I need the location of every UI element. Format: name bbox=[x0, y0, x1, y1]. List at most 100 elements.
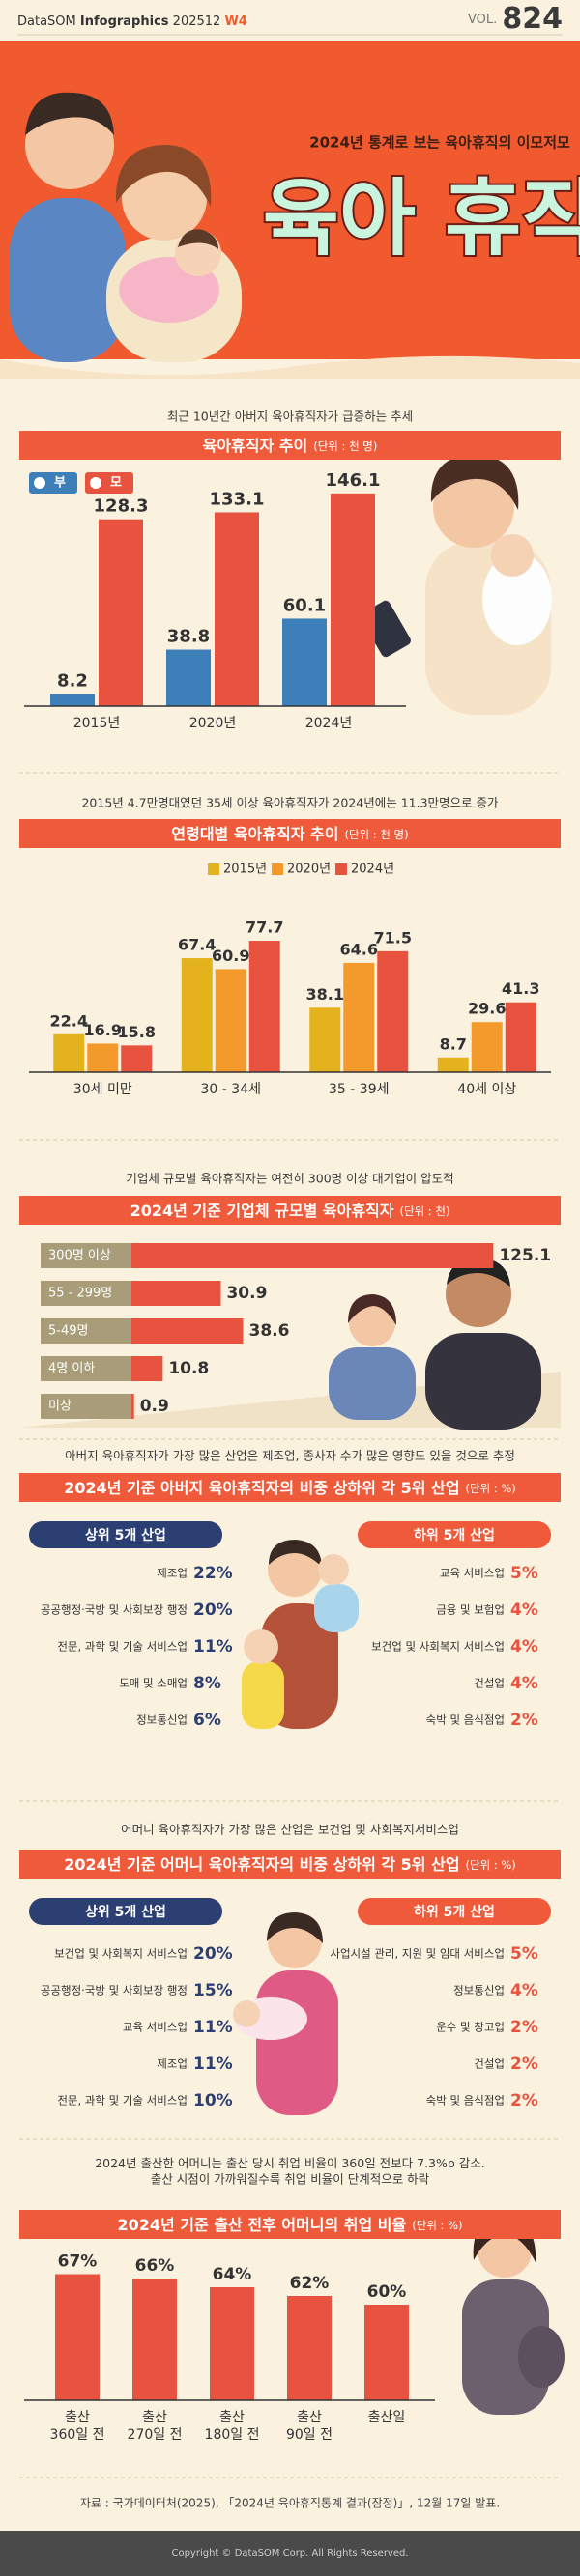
section-subtitle: 어머니 육아휴직자가 가장 많은 산업은 보건업 및 사회복지서비스업 bbox=[121, 1823, 459, 1837]
text-line: 90일 전 bbox=[286, 2427, 333, 2443]
industry-share: 2% bbox=[510, 2054, 538, 2074]
x-tick-label: 출산일 bbox=[368, 2410, 406, 2425]
masthead: DataSOM Infographics 202512 W4 bbox=[17, 14, 247, 29]
industry-name: 보건업 및 사회복지 서비스업 bbox=[54, 1947, 188, 1961]
section-subtitle: 아버지 육아휴직자가 가장 많은 산업은 제조업, 종사자 수가 많은 영향도 … bbox=[65, 1449, 515, 1463]
bar bbox=[131, 1243, 494, 1268]
data-label: 60.9 bbox=[212, 947, 249, 965]
data-label: 64.6 bbox=[340, 940, 378, 958]
list-header-pill bbox=[358, 1898, 551, 1925]
industry-share: 4% bbox=[510, 1674, 538, 1693]
industry-share: 5% bbox=[510, 1564, 538, 1583]
bar bbox=[131, 1394, 134, 1419]
industry-share: 11% bbox=[193, 2054, 233, 2074]
section-title: 2024년 기준 출산 전후 어머니의 취업 비율 (단위 : %) bbox=[117, 2216, 462, 2234]
title-bar bbox=[19, 431, 561, 460]
bar bbox=[377, 950, 409, 1072]
data-label: 38.8 bbox=[167, 627, 210, 647]
text-line: 출산 bbox=[219, 2410, 245, 2425]
data-label: 67% bbox=[58, 2252, 98, 2272]
industry-share: 20% bbox=[193, 1944, 233, 1964]
industry-name: 운수 및 창고업 bbox=[436, 2021, 505, 2034]
list-header-pill bbox=[29, 1898, 222, 1925]
industry-name: 제조업 bbox=[157, 2057, 188, 2071]
text-line: 270일 전 bbox=[128, 2427, 183, 2443]
x-tick-label: 2015년 bbox=[73, 716, 121, 731]
bar bbox=[287, 2296, 332, 2400]
category-box bbox=[41, 1356, 131, 1381]
unit-text: (단위 : 천 명) bbox=[344, 828, 408, 841]
legend-swatch bbox=[272, 863, 283, 875]
x-tick-label: 40세 이상 bbox=[457, 1082, 516, 1097]
title-text: 2024년 기준 기업체 규모별 육아휴직자 bbox=[130, 1202, 394, 1220]
brand: DataSOM bbox=[17, 14, 76, 29]
industry-name: 숙박 및 음식점업 bbox=[426, 1713, 505, 1727]
data-label: 8.2 bbox=[57, 671, 88, 692]
x-tick-label: 출산 90일 전 bbox=[286, 2410, 333, 2443]
bar bbox=[505, 1002, 536, 1072]
data-label: 62% bbox=[290, 2274, 330, 2293]
industry-name: 숙박 및 음식점업 bbox=[426, 2094, 505, 2108]
x-tick-label: 35 - 39세 bbox=[329, 1082, 389, 1097]
family-illustration bbox=[10, 92, 242, 362]
x-tick-label: 출산 270일 전 bbox=[128, 2410, 183, 2443]
data-label: 15.8 bbox=[118, 1023, 156, 1041]
legend-label: 부 bbox=[54, 476, 66, 491]
title-text: 연령대별 육아휴직자 추이 bbox=[171, 825, 338, 843]
text-line: 출산 시점이 가까워질수록 취업 비율이 단계적으로 하락 bbox=[151, 2171, 430, 2186]
data-label: 77.7 bbox=[246, 919, 283, 937]
bar bbox=[215, 969, 246, 1072]
legend-icon bbox=[90, 477, 102, 489]
data-label: 41.3 bbox=[502, 979, 539, 998]
legend-icon bbox=[34, 477, 45, 489]
data-label: 10.8 bbox=[168, 1359, 209, 1378]
data-label: 60% bbox=[367, 2282, 407, 2302]
data-label: 0.9 bbox=[140, 1397, 169, 1416]
data-label: 125.1 bbox=[499, 1246, 551, 1265]
section-subtitle: 기업체 규모별 육아휴직자는 여전히 300명 이상 대기업이 압도적 bbox=[126, 1172, 453, 1186]
legend-label: 2020년 bbox=[287, 863, 331, 877]
text-line: 출산 bbox=[142, 2410, 167, 2425]
industry-share: 4% bbox=[510, 1600, 538, 1620]
text-line: 출산 bbox=[297, 2410, 322, 2425]
industry-share: 20% bbox=[193, 1600, 233, 1620]
section-title: 연령대별 육아휴직자 추이 (단위 : 천 명) bbox=[171, 825, 408, 843]
section-subtitle: 최근 10년간 아버지 육아휴직자가 급증하는 추세 bbox=[167, 410, 413, 424]
category-box bbox=[41, 1281, 131, 1306]
industry-share: 4% bbox=[510, 1981, 538, 2000]
vol-number: 824 bbox=[502, 2, 563, 36]
industry-share: 11% bbox=[193, 2018, 233, 2037]
data-label: 66% bbox=[135, 2256, 175, 2276]
bar bbox=[309, 1007, 341, 1072]
bar bbox=[50, 694, 95, 706]
data-label: 128.3 bbox=[94, 496, 149, 517]
text-line: 360일 전 bbox=[50, 2427, 105, 2443]
legend-label: 2015년 bbox=[223, 863, 267, 877]
issue: 202512 bbox=[173, 14, 221, 29]
bar bbox=[471, 1022, 503, 1072]
industry-name: 건설업 bbox=[474, 1677, 505, 1690]
industry-name: 사업시설 관리, 지원 및 임대 서비스업 bbox=[330, 1947, 505, 1961]
data-label: 133.1 bbox=[210, 489, 265, 509]
bar bbox=[132, 2279, 177, 2400]
data-label: 60.1 bbox=[283, 595, 326, 615]
title-text: 2024년 기준 아버지 육아휴직자의 비중 상하위 각 5위 산업 bbox=[64, 1479, 459, 1497]
industry-share: 8% bbox=[193, 1674, 221, 1693]
industry-share: 6% bbox=[193, 1711, 221, 1730]
section-subtitle: 2024년 출산한 어머니는 출산 당시 취업 비율이 360일 전보다 7.3… bbox=[95, 2156, 485, 2186]
industry-share: 2% bbox=[510, 1711, 538, 1730]
unit-text: (단위 : 천) bbox=[400, 1204, 450, 1218]
industry-name: 정보통신업 bbox=[453, 1984, 505, 1997]
bar bbox=[166, 649, 211, 706]
bar bbox=[215, 512, 259, 706]
section-title: 2024년 기준 아버지 육아휴직자의 비중 상하위 각 5위 산업 (단위 : … bbox=[64, 1479, 516, 1497]
title-bar bbox=[19, 2210, 561, 2239]
bar bbox=[210, 2287, 254, 2400]
header-subtitle: 2024년 통계로 보는 육아휴직의 이모저모 bbox=[309, 134, 570, 152]
bar bbox=[131, 1281, 221, 1306]
bar bbox=[121, 1045, 153, 1072]
header-wave bbox=[0, 355, 580, 379]
industry-name: 전문, 과학 및 기술 서비스업 bbox=[57, 2094, 188, 2108]
mother-phone-illustration bbox=[361, 454, 552, 715]
list-header: 하위 5개 산업 bbox=[414, 1904, 495, 1920]
